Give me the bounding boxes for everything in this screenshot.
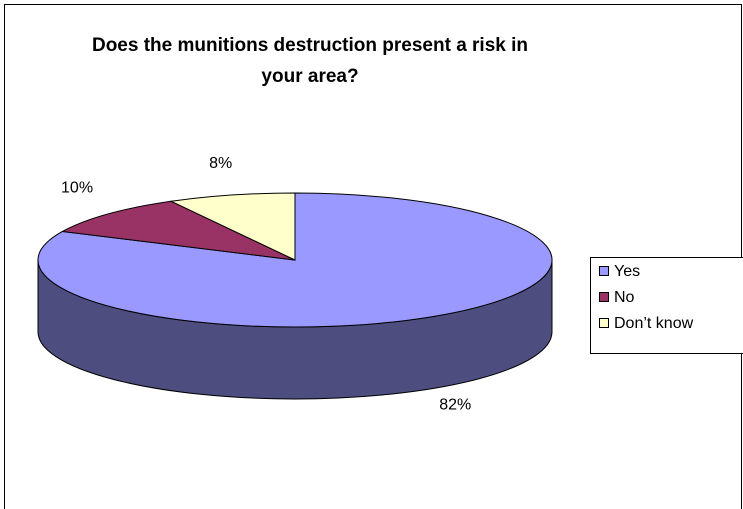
pie-slice <box>169 192 296 261</box>
data-label: 8% <box>209 155 232 172</box>
data-label: 82% <box>439 397 471 414</box>
legend-label: No <box>614 289 635 306</box>
legend-label: Don’t know <box>614 315 694 332</box>
legend-swatch <box>599 292 609 302</box>
legend-swatch <box>599 318 609 328</box>
legend-swatch <box>599 266 609 276</box>
chart-title: Does the munitions destruction present a… <box>91 35 529 87</box>
legend-label: Yes <box>614 263 640 280</box>
data-label: 10% <box>61 180 93 197</box>
pie-slice <box>60 200 296 261</box>
legend-box <box>590 257 743 354</box>
